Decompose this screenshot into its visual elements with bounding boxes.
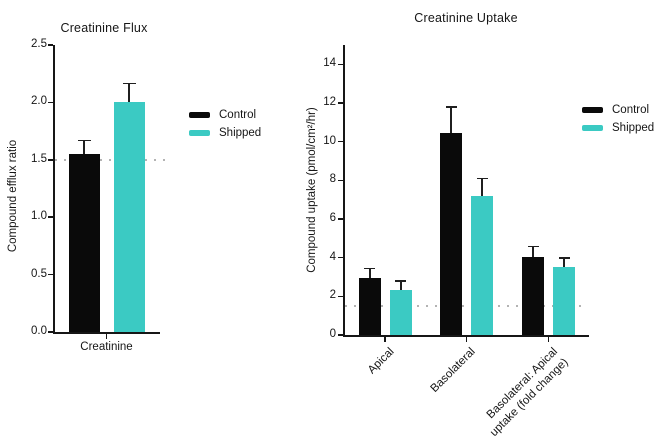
y-tick [338, 102, 343, 104]
y-tick-label: 8 [329, 173, 336, 186]
y-tick [338, 63, 343, 66]
y-tick-label: 2 [329, 289, 336, 302]
y-tick-label: 12 [323, 96, 336, 108]
x-tick [384, 337, 386, 342]
legend-label: Control [219, 109, 257, 121]
y-tick-label: 1.5 [31, 152, 47, 165]
error-bar-cap [476, 177, 488, 180]
error-bar-line [450, 107, 452, 133]
error-bar-cap [395, 280, 406, 282]
x-axis [343, 335, 589, 337]
error-bar-cap [122, 82, 136, 85]
y-axis [53, 45, 55, 334]
error-bar-line [128, 84, 130, 103]
y-axis-label: Compound uptake (pmol/cm²/hr) [306, 107, 318, 273]
y-tick [48, 216, 53, 218]
bar-shipped-1 [471, 195, 493, 335]
legend-item-control: Control [189, 108, 256, 122]
y-tick-label: 0.0 [31, 325, 47, 337]
legend-label: Shipped [612, 122, 655, 134]
chart-title: Creatinine Uptake [414, 11, 518, 25]
legend-swatch-shipped [582, 125, 603, 131]
error-bar-cap [364, 267, 375, 270]
x-category-label: Basolateral [428, 345, 478, 395]
y-tick [338, 140, 343, 143]
bar-control-2 [522, 256, 544, 335]
legend-item-shipped: Shipped [582, 121, 654, 135]
legend-swatch-control [189, 112, 210, 118]
y-tick [338, 256, 343, 259]
error-bar-line [83, 141, 85, 155]
chart-title: Creatinine Flux [60, 21, 148, 35]
error-bar-cap [558, 257, 570, 259]
error-bar-line [481, 179, 483, 196]
x-category-label: Apical [365, 345, 397, 377]
bar-control-0 [358, 277, 381, 335]
reference-line [345, 305, 583, 307]
y-tick [338, 218, 343, 220]
error-bar-line [532, 247, 534, 257]
y-tick-label: 0.5 [31, 267, 47, 280]
y-tick-label: 2.5 [31, 38, 47, 50]
x-tick [465, 337, 468, 342]
y-tick [338, 295, 343, 298]
x-category-label: Basolateral: Apical uptake (fold change) [484, 345, 571, 439]
x-tick [547, 337, 550, 342]
y-tick-label: 0 [329, 328, 336, 340]
legend-item-shipped: Shipped [189, 126, 261, 140]
y-tick [48, 331, 53, 333]
y-tick [48, 273, 53, 276]
y-tick-label: 1.0 [31, 210, 47, 223]
error-bar-line [563, 258, 565, 268]
legend-item-control: Control [582, 103, 649, 117]
y-tick [48, 159, 53, 161]
legend-label: Control [612, 104, 650, 116]
y-tick-label: 4 [329, 250, 336, 263]
x-category-label: Creatinine [80, 341, 133, 353]
error-bar-line [399, 281, 402, 290]
y-tick-label: 14 [323, 57, 336, 70]
y-tick-label: 2.0 [31, 95, 47, 108]
legend-label: Shipped [219, 127, 262, 139]
error-bar-cap [77, 139, 91, 142]
legend-swatch-shipped [189, 130, 210, 136]
y-axis [343, 45, 345, 337]
bar-shipped-0 [389, 289, 412, 335]
error-bar-cap [527, 245, 539, 248]
bar-shipped-2 [553, 267, 575, 335]
reference-line [55, 158, 165, 161]
x-axis [53, 332, 160, 334]
bar-control-0 [68, 154, 100, 332]
y-tick-label: 6 [329, 212, 336, 224]
error-bar-cap [445, 106, 457, 108]
legend-swatch-control [582, 107, 603, 113]
bar-shipped-0 [113, 102, 145, 332]
y-tick [48, 44, 53, 46]
error-bar-line [368, 269, 371, 278]
y-tick-label: 10 [323, 134, 336, 147]
y-tick [338, 334, 343, 336]
x-tick [105, 334, 108, 339]
bar-control-1 [440, 132, 462, 335]
y-tick [48, 101, 53, 104]
y-tick [338, 179, 343, 182]
